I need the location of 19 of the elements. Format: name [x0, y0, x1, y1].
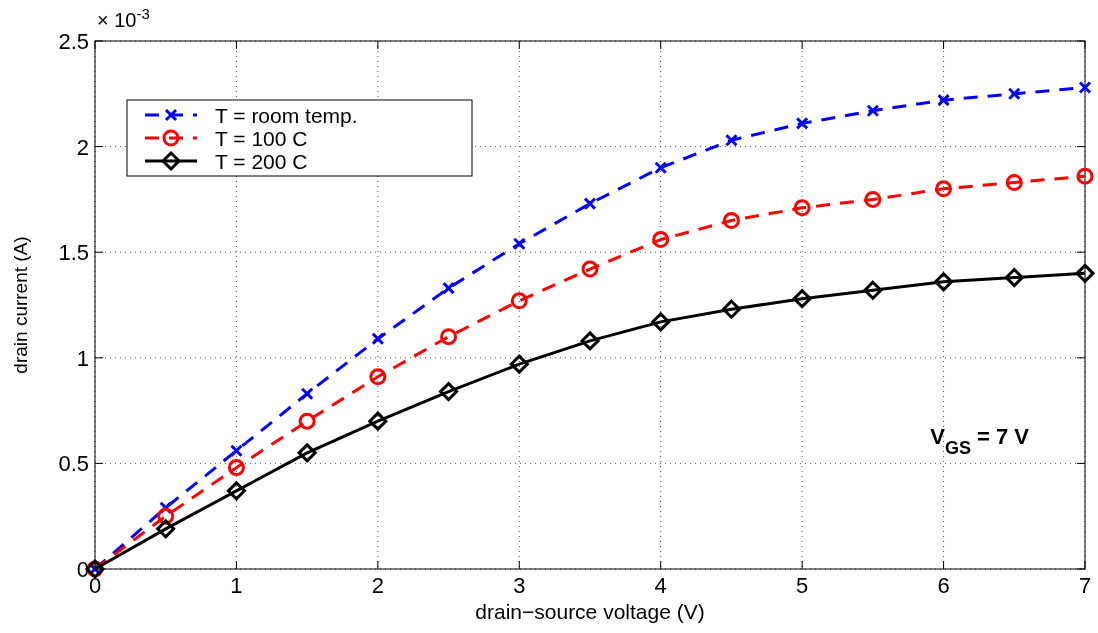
x-tick-label: 7 [1078, 573, 1092, 598]
y-tick-label: 2.5 [58, 29, 89, 54]
text: × 10$^{-3}$ [97, 4, 150, 31]
x-tick-label: 1 [230, 573, 243, 598]
x-tick-label: 2 [371, 573, 384, 598]
x-tick-label: 3 [513, 573, 526, 598]
legend-label: T = room temp. [215, 104, 358, 127]
y-tick-label: 0.5 [58, 451, 89, 477]
legend-label: T = 100 C [215, 127, 308, 150]
x-tick-label: 5 [796, 573, 809, 598]
x-axis-title: drain−source voltage (V) [475, 600, 705, 623]
y-axis-title: drain current (A) [10, 236, 31, 374]
x-tick-label: 4 [654, 573, 667, 598]
x-tick-label: 6 [937, 573, 950, 598]
y-tick-label: 2 [76, 134, 89, 160]
legend-label: T = 200 C [215, 150, 308, 173]
annotation: V$_{GS}$ = 7 V [930, 424, 1030, 458]
y-tick-label: 1 [76, 345, 89, 371]
y-tick-label: 1.5 [58, 240, 89, 266]
